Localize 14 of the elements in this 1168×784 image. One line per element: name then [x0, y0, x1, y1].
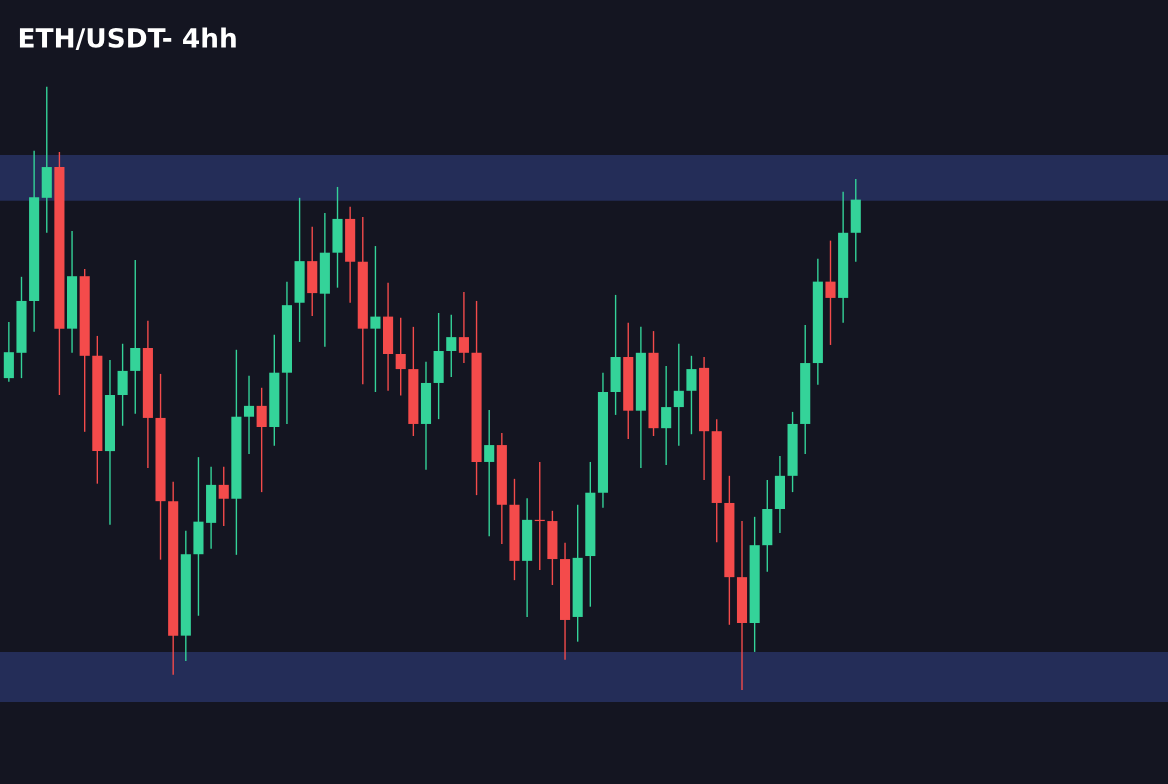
candlestick	[661, 365, 672, 466]
candlestick	[484, 409, 495, 537]
candlestick	[256, 387, 267, 493]
candlestick	[395, 317, 406, 397]
candlestick	[243, 375, 255, 455]
candlestick	[458, 291, 469, 364]
candlestick	[825, 239, 836, 346]
chart-title: ETH/USDT- 4hh	[19, 27, 236, 50]
candlestick	[218, 466, 229, 527]
candlestick	[130, 259, 141, 415]
candlestick	[370, 245, 381, 393]
candlestick	[673, 343, 684, 447]
candlestick	[686, 355, 697, 435]
candlestick	[446, 314, 457, 378]
